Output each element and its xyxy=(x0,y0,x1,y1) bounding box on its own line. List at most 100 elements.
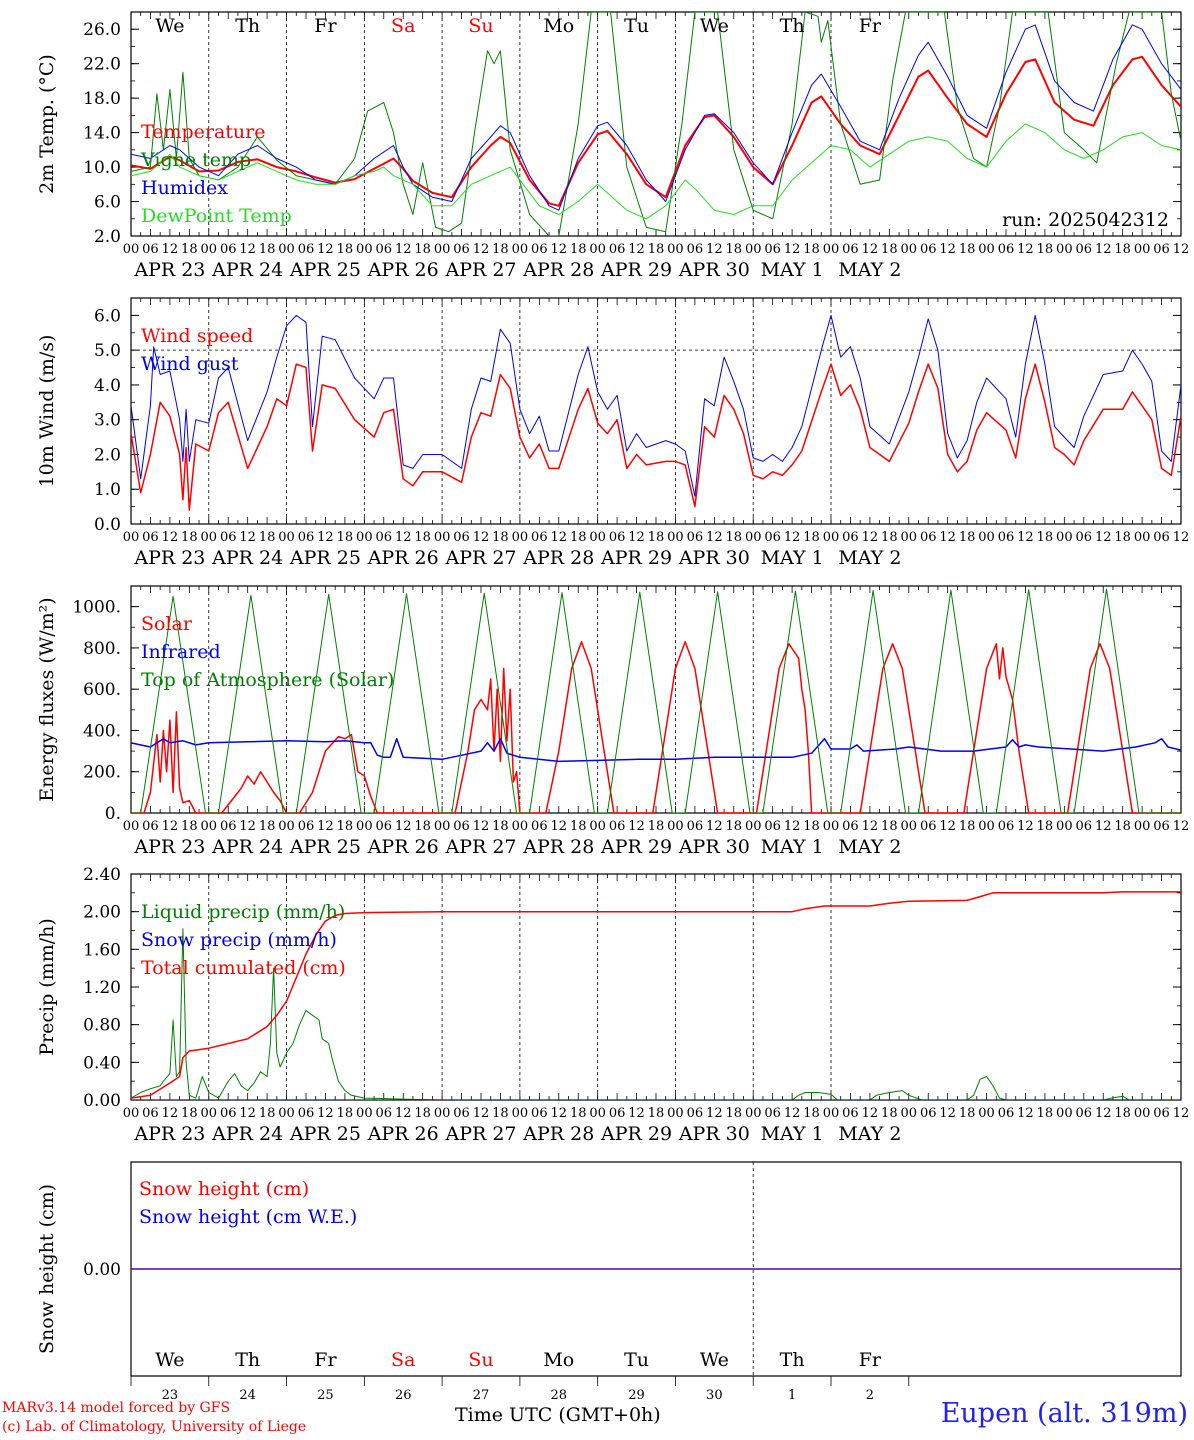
hour-label: 00 xyxy=(901,819,918,834)
y-tick-label: 18.0 xyxy=(83,89,121,109)
hour-label: 12 xyxy=(1173,819,1190,834)
hour-label: 12 xyxy=(551,530,568,545)
hour-label: 12 xyxy=(473,819,490,834)
date-label: APR 24 xyxy=(211,1123,283,1145)
hour-label: 18 xyxy=(1037,242,1054,257)
y-tick-label: 26.0 xyxy=(83,20,121,40)
hour-label: 18 xyxy=(570,819,587,834)
hour-label: 12 xyxy=(395,1106,412,1121)
hour-label: 00 xyxy=(123,530,140,545)
hour-label: 18 xyxy=(259,819,276,834)
hour-label: 06 xyxy=(998,530,1015,545)
date-label: APR 29 xyxy=(600,259,672,281)
date-label: MAY 1 xyxy=(761,836,824,858)
hour-label: 06 xyxy=(842,242,859,257)
hour-label: 18 xyxy=(648,242,665,257)
hour-label: 12 xyxy=(1095,242,1112,257)
hour-label: 18 xyxy=(803,242,820,257)
hour-label: 18 xyxy=(181,819,198,834)
y-tick-label: 14.0 xyxy=(83,124,121,144)
hour-label: 06 xyxy=(376,530,393,545)
weekday-label: Th xyxy=(235,15,260,37)
y-axis-label: Energy fluxes (W/m²) xyxy=(36,597,58,801)
hour-label: 06 xyxy=(142,819,159,834)
y-tick-label: 0.40 xyxy=(83,1053,121,1073)
hour-label: 06 xyxy=(1076,242,1093,257)
date-label: MAY 1 xyxy=(761,1123,824,1145)
hour-label: 00 xyxy=(589,819,606,834)
legend-entry: DewPoint Temp xyxy=(141,205,292,227)
hour-label: 12 xyxy=(784,1106,801,1121)
hour-label: 18 xyxy=(1114,242,1131,257)
y-axis-label: Snow height (cm) xyxy=(36,1184,58,1354)
hour-label: 00 xyxy=(512,242,529,257)
hour-label: 06 xyxy=(298,1106,315,1121)
hour-label: 18 xyxy=(959,1106,976,1121)
hour-label: 12 xyxy=(317,530,334,545)
date-label: APR 25 xyxy=(289,547,361,569)
hour-label: 12 xyxy=(628,819,645,834)
date-label: APR 30 xyxy=(678,259,750,281)
hour-label: 00 xyxy=(356,242,373,257)
hour-label: 00 xyxy=(512,819,529,834)
hour-label: 12 xyxy=(239,242,256,257)
hour-label: 06 xyxy=(764,242,781,257)
hour-label: 18 xyxy=(492,819,509,834)
time-axis-label: Time UTC (GMT+0h) xyxy=(455,1404,661,1426)
weekday-label: Th xyxy=(780,15,805,37)
hour-label: 00 xyxy=(1056,242,1073,257)
hour-label: 06 xyxy=(764,1106,781,1121)
hour-label: 00 xyxy=(978,530,995,545)
day-number-label: 23 xyxy=(162,1388,179,1403)
y-tick-label: 6.0 xyxy=(94,193,121,213)
y-tick-label: 0.00 xyxy=(83,1260,121,1280)
series-line-vigne-temp xyxy=(131,12,1181,236)
y-axis-label: 2m Temp. (°C) xyxy=(36,54,58,194)
hour-label: 06 xyxy=(298,242,315,257)
lab-credit: (c) Lab. of Climatology, University of L… xyxy=(2,1419,307,1435)
hour-label: 18 xyxy=(881,819,898,834)
hour-label: 00 xyxy=(434,530,451,545)
series-line-total-cumulated-cm- xyxy=(131,891,1181,1099)
date-label: APR 28 xyxy=(522,547,594,569)
date-label: APR 23 xyxy=(133,259,205,281)
hour-label: 06 xyxy=(220,819,237,834)
hour-label: 12 xyxy=(239,1106,256,1121)
hour-label: 18 xyxy=(881,530,898,545)
date-label: MAY 2 xyxy=(838,1123,901,1145)
hour-label: 12 xyxy=(1017,530,1034,545)
hour-label: 00 xyxy=(512,530,529,545)
y-tick-label: 22.0 xyxy=(83,55,121,75)
day-number-label: 29 xyxy=(628,1388,645,1403)
hour-label: 00 xyxy=(667,242,684,257)
hour-label: 06 xyxy=(142,530,159,545)
hour-label: 00 xyxy=(823,242,840,257)
hour-label: 00 xyxy=(278,530,295,545)
hour-label: 12 xyxy=(162,242,179,257)
hour-label: 18 xyxy=(492,1106,509,1121)
hour-label: 12 xyxy=(939,530,956,545)
hour-label: 06 xyxy=(376,1106,393,1121)
day-number-label: 28 xyxy=(551,1388,568,1403)
hour-label: 18 xyxy=(1114,819,1131,834)
series-line-solar xyxy=(131,640,1181,813)
hour-label: 06 xyxy=(1153,819,1170,834)
hour-label: 18 xyxy=(181,530,198,545)
y-tick-label: 6.0 xyxy=(94,306,121,326)
hour-label: 18 xyxy=(570,530,587,545)
hour-label: 18 xyxy=(959,819,976,834)
hour-label: 00 xyxy=(978,819,995,834)
weekday-label: Fr xyxy=(314,1349,337,1371)
date-label: APR 25 xyxy=(289,836,361,858)
legend-entry: Wind speed xyxy=(141,325,253,347)
hour-label: 00 xyxy=(901,242,918,257)
hour-label: 12 xyxy=(395,819,412,834)
date-label: APR 27 xyxy=(444,547,516,569)
hour-label: 06 xyxy=(687,1106,704,1121)
hour-label: 18 xyxy=(492,242,509,257)
hour-label: 00 xyxy=(123,819,140,834)
hour-label: 00 xyxy=(823,819,840,834)
y-tick-label: 1.60 xyxy=(83,940,121,960)
hour-label: 00 xyxy=(1134,242,1151,257)
y-tick-label: 0.00 xyxy=(83,1091,121,1111)
